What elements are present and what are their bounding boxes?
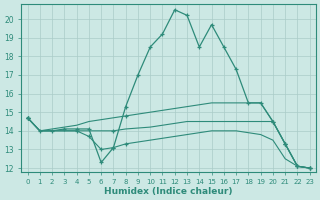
X-axis label: Humidex (Indice chaleur): Humidex (Indice chaleur) (104, 187, 233, 196)
